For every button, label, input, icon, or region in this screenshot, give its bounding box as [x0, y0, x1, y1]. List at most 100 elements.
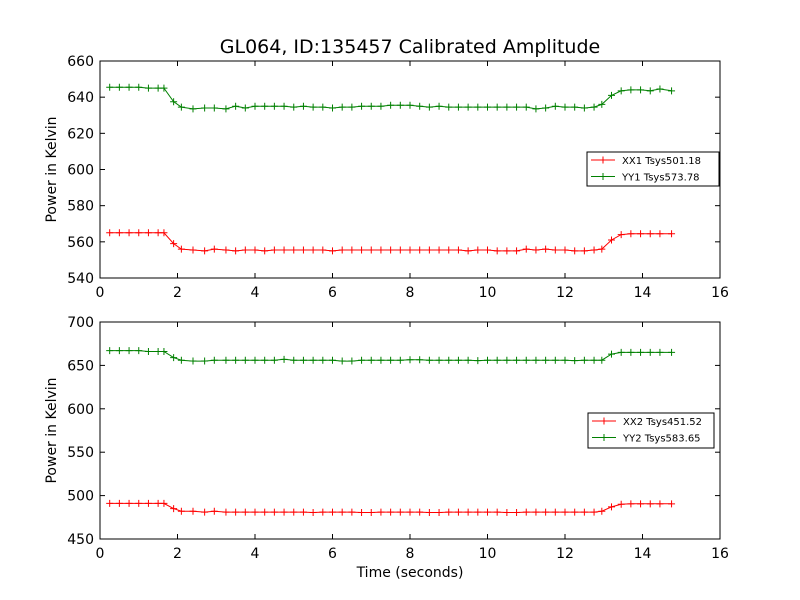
legend-marker [599, 156, 607, 164]
data-point [189, 246, 197, 254]
y-tick-label: 540 [67, 271, 94, 287]
data-point [532, 356, 540, 364]
data-point [551, 102, 559, 110]
data-point [513, 247, 521, 255]
data-point [377, 102, 385, 110]
data-point [367, 509, 375, 517]
data-point [338, 357, 346, 365]
data-point [144, 84, 152, 92]
data-point [201, 104, 209, 112]
data-point [115, 347, 123, 355]
data-point [290, 356, 298, 364]
data-point [319, 508, 327, 516]
data-point [416, 356, 424, 364]
data-point [160, 84, 168, 92]
data-point [617, 500, 625, 508]
data-point [338, 508, 346, 516]
data-point [251, 508, 259, 516]
data-point [241, 356, 249, 364]
data-point [513, 103, 521, 111]
legend-box [586, 151, 720, 187]
data-point [106, 229, 114, 237]
data-point [627, 500, 635, 508]
data-point [474, 103, 482, 111]
data-point [367, 246, 375, 254]
data-point [309, 103, 317, 111]
data-point [416, 102, 424, 110]
data-point [503, 247, 511, 255]
data-point [396, 508, 404, 516]
data-point [241, 508, 249, 516]
x-tick-label: 8 [406, 546, 415, 562]
data-point [464, 508, 472, 516]
data-point [115, 229, 123, 237]
y-tick-label: 600 [67, 402, 94, 418]
data-point [435, 102, 443, 110]
data-point [170, 354, 178, 362]
data-point [348, 508, 356, 516]
data-point [222, 356, 230, 364]
data-point [232, 508, 240, 516]
data-point [222, 246, 230, 254]
data-point [474, 508, 482, 516]
data-point [299, 356, 307, 364]
data-point [299, 508, 307, 516]
series-yy-line [106, 83, 676, 113]
data-point [561, 356, 569, 364]
x-tick-label: 4 [251, 546, 260, 562]
data-point [590, 246, 598, 254]
x-tick-label: 0 [96, 285, 105, 301]
data-point [646, 348, 654, 356]
data-point [387, 356, 395, 364]
data-point [144, 499, 152, 507]
data-point [571, 508, 579, 516]
data-point [406, 508, 414, 516]
data-point [232, 356, 240, 364]
data-point [135, 229, 143, 237]
data-point [358, 102, 366, 110]
x-tick-label: 14 [634, 546, 652, 562]
data-point [542, 508, 550, 516]
data-point [299, 102, 307, 110]
data-point [222, 508, 230, 516]
x-tick-label: 12 [556, 546, 574, 562]
data-point [387, 246, 395, 254]
data-point [493, 103, 501, 111]
data-point [290, 246, 298, 254]
data-point [299, 246, 307, 254]
data-point [503, 103, 511, 111]
data-point [406, 101, 414, 109]
data-point [464, 356, 472, 364]
data-point [484, 103, 491, 111]
data-point [454, 246, 462, 254]
data-point [210, 104, 218, 112]
y-tick-label: 600 [67, 163, 94, 179]
data-point [646, 500, 654, 508]
x-tick-label: 0 [96, 546, 105, 562]
data-point [106, 499, 114, 507]
data-point [646, 87, 654, 95]
data-point [177, 507, 185, 515]
data-point [513, 356, 521, 364]
data-point [551, 508, 559, 516]
series-xx-line [106, 499, 676, 517]
legend-box [587, 412, 715, 449]
y-tick-label: 500 [67, 489, 94, 505]
data-point [270, 246, 278, 254]
data-point [377, 508, 385, 516]
data-point [668, 500, 676, 508]
data-point [241, 104, 249, 112]
data-point [177, 356, 185, 364]
y-tick-label: 640 [67, 90, 94, 106]
data-point [637, 230, 645, 238]
x-tick-label: 6 [328, 546, 337, 562]
data-point [177, 245, 185, 253]
data-point [106, 83, 114, 91]
data-point [135, 83, 143, 91]
data-point [542, 245, 550, 253]
data-point [445, 356, 453, 364]
data-point [503, 356, 511, 364]
data-point [425, 246, 433, 254]
x-tick-label: 10 [479, 546, 497, 562]
